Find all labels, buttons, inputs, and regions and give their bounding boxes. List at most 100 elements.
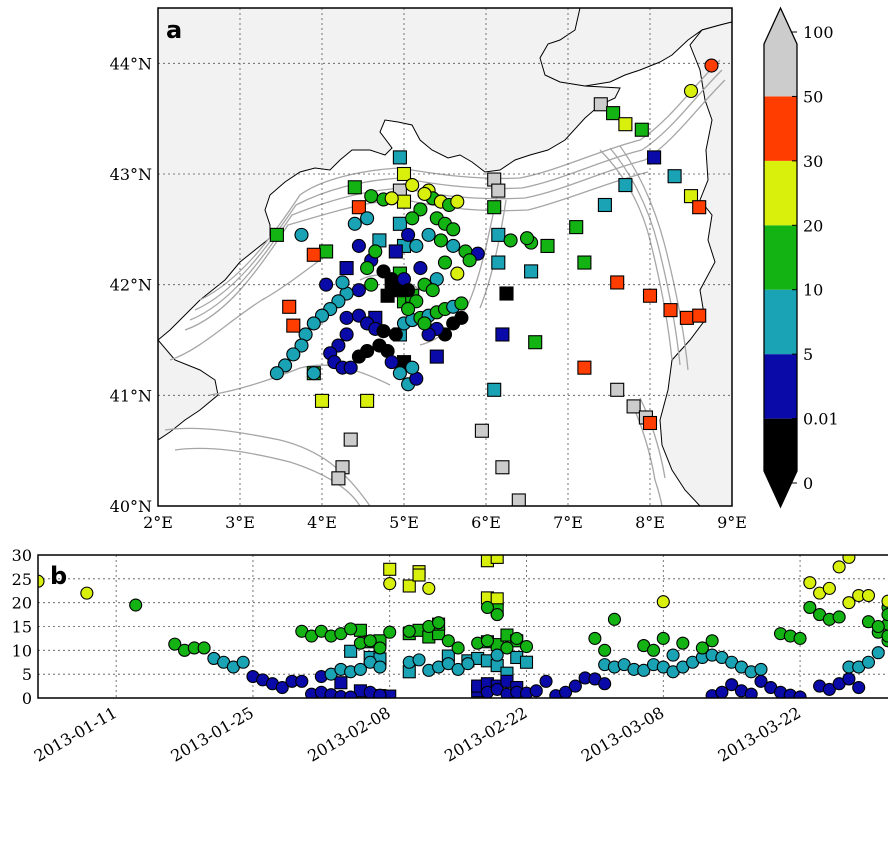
map-square-marker — [491, 255, 506, 270]
ts-circle-marker — [353, 662, 367, 676]
map-circle-marker — [437, 255, 453, 270]
land-spain — [158, 339, 219, 441]
ts-square-marker — [344, 644, 358, 658]
map-circle-marker — [392, 366, 407, 381]
ts-circle-marker — [744, 687, 758, 698]
ts-circle-marker — [519, 639, 534, 654]
ts-circle-marker — [637, 663, 651, 677]
ts-circle-marker — [695, 641, 709, 655]
map-circle-marker — [405, 178, 420, 193]
ts-circle-marker — [441, 634, 455, 648]
map-square-marker — [491, 227, 506, 242]
map-circle-marker — [364, 189, 379, 204]
ts-circle-marker — [715, 685, 729, 698]
colorbar-outline — [763, 6, 798, 509]
map-square-marker — [524, 264, 539, 279]
ts-circle-marker — [383, 577, 397, 591]
map-x-tick-label: 8°E — [635, 513, 665, 532]
map-circle-marker — [351, 283, 366, 298]
map-square-marker — [540, 238, 555, 253]
map-circle-marker — [417, 186, 432, 201]
map-circle-marker — [286, 347, 301, 362]
map-circle-marker — [409, 238, 424, 253]
map-circle-marker — [269, 366, 284, 381]
ts-circle-marker — [383, 625, 397, 639]
map-square-marker — [495, 460, 510, 475]
map-square-marker — [396, 194, 412, 209]
ts-square-marker — [402, 579, 416, 593]
ts-circle-marker — [832, 610, 846, 624]
map-square-marker — [667, 169, 682, 184]
map-circle-marker — [368, 244, 383, 259]
ts-circle-marker — [832, 560, 846, 574]
ts-circle-marker — [842, 672, 856, 686]
ts-x-tick-label: 2013-02-22 — [441, 703, 530, 766]
ts-frame — [37, 554, 888, 699]
colorbar-segment — [764, 354, 797, 419]
map-square-marker — [392, 216, 407, 231]
ts-circle-marker — [598, 677, 612, 691]
map-square-marker — [487, 200, 502, 215]
ts-circle-marker — [822, 581, 836, 595]
ts-circle-marker — [529, 684, 543, 698]
map-circle-marker — [319, 277, 334, 292]
ts-circle-marker — [373, 660, 387, 674]
map-circle-marker — [351, 238, 366, 253]
ts-circle-marker — [861, 655, 876, 669]
map-square-marker — [351, 200, 366, 215]
map-circle-marker — [339, 327, 354, 342]
ts-x-tick-label: 2013-01-25 — [168, 703, 257, 766]
ts-markers — [38, 555, 888, 698]
map-square-marker — [610, 275, 625, 290]
colorbar-segment — [764, 160, 797, 226]
map-square-marker — [347, 180, 362, 195]
map-square-marker — [388, 244, 403, 259]
map-circle-marker — [376, 324, 391, 339]
ts-circle-marker — [656, 595, 670, 609]
ts-circle-marker — [607, 612, 621, 626]
map-square-marker — [577, 255, 592, 270]
map-circle-marker — [343, 360, 358, 375]
colorbar-tick-label: 5 — [803, 345, 813, 364]
map-y-tick-label: 44°N — [110, 54, 152, 73]
ts-circle-marker — [344, 690, 358, 698]
ts-circle-marker — [793, 690, 807, 698]
ts-circle-marker — [441, 657, 455, 671]
ts-circle-marker — [646, 643, 661, 657]
map-x-tick-label: 3°E — [225, 513, 255, 532]
map-square-marker — [642, 415, 658, 431]
ts-square-marker — [490, 555, 504, 564]
map-x-tick-labels: 2°E 3°E 4°E 5°E 6°E 7°E 8°E 9°E — [143, 513, 747, 532]
map-square-marker — [282, 299, 297, 314]
ts-circle-marker — [197, 641, 211, 655]
colorbar-tick-label: 100 — [803, 23, 834, 42]
map-square-marker — [679, 310, 694, 325]
colorbar-tick-label: 10 — [803, 281, 823, 300]
map-circle-marker — [384, 191, 399, 206]
ts-circle-marker — [461, 657, 475, 671]
map-circle-marker — [339, 310, 354, 325]
map-square-marker — [634, 122, 649, 137]
map-circle-marker — [519, 231, 535, 246]
ts-x-tick-label: 2013-02-08 — [304, 703, 393, 766]
map-circle-marker — [384, 355, 399, 370]
ts-circle-marker — [432, 616, 446, 630]
ts-circle-marker — [363, 634, 377, 648]
ts-circle-marker — [490, 608, 504, 622]
map-x-tick-label: 9°E — [717, 513, 747, 532]
map-square-marker — [647, 150, 662, 165]
ts-x-tick-label: 2013-03-08 — [578, 703, 667, 766]
map-square-marker — [499, 286, 514, 301]
map-panel: 2°E 3°E 4°E 5°E 6°E 7°E 8°E 9°E 40°N 41°N 42°N 43°… — [110, 7, 747, 532]
ts-circle-marker — [373, 688, 387, 698]
ts-circle-marker — [236, 655, 250, 669]
ts-circle-marker — [666, 648, 680, 662]
colorbar-segment — [764, 289, 797, 355]
ts-circle-marker — [598, 643, 612, 657]
ts-circle-marker — [80, 586, 94, 600]
ts-circle-marker — [559, 685, 573, 698]
map-x-tick-label: 2°E — [143, 513, 173, 532]
colorbar-tick-label: 50 — [803, 87, 823, 106]
ts-circle-marker — [871, 619, 885, 634]
map-square-marker — [663, 303, 678, 318]
